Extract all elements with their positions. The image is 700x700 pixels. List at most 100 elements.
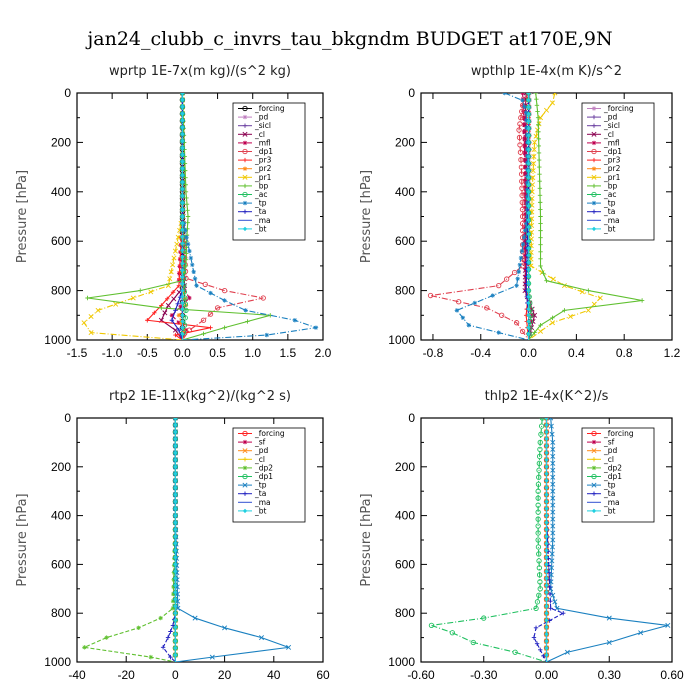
series-point-bt xyxy=(526,331,531,337)
series-point-pr1 xyxy=(88,330,94,336)
series-point-dp1 xyxy=(535,481,542,487)
series-point-pr1 xyxy=(567,314,573,320)
series-point-dp2 xyxy=(171,591,176,597)
series-group xyxy=(428,418,671,662)
series-point-bt xyxy=(526,319,531,324)
series-point-dp1 xyxy=(536,551,542,557)
legend-label: _dp1 xyxy=(254,147,273,156)
legend-marker xyxy=(591,473,597,480)
series-point-dp1 xyxy=(518,171,525,177)
series-point-bt xyxy=(180,159,185,164)
series-point-dp1 xyxy=(427,292,434,299)
panel-title: thlp2 1E-4x(K^2)/s xyxy=(485,389,609,404)
series-point-tp xyxy=(550,516,556,522)
series-point-mfl xyxy=(522,150,527,156)
legend-marker xyxy=(591,183,597,189)
legend-label: _bt xyxy=(603,506,616,515)
chart-panel-4: thlp2 1E-4x(K^2)/s 0 200 400 600 800 1000-0.60… xyxy=(359,389,684,682)
series-point-bt xyxy=(180,111,185,116)
legend-label: _ac xyxy=(603,190,616,199)
legend-marker xyxy=(242,209,248,214)
series-point-dp1 xyxy=(496,283,502,289)
series-point-bp xyxy=(183,182,188,187)
legend-marker xyxy=(591,457,597,462)
series-point-bp xyxy=(184,201,190,207)
series-point-bt xyxy=(180,306,185,312)
legend-label: _pr2 xyxy=(254,164,272,173)
y-tick-label: 800 xyxy=(51,606,71,620)
series-point-bt xyxy=(173,429,178,435)
series-point-pr1 xyxy=(579,289,585,295)
series-point-bp xyxy=(535,115,541,120)
legend-marker xyxy=(242,226,248,232)
series-point-tp xyxy=(550,467,556,473)
series-point-tp xyxy=(525,207,530,212)
series-point-bt xyxy=(526,260,531,265)
series-point-bp xyxy=(184,245,189,250)
series-point-mfl xyxy=(522,218,528,224)
series-point-bp xyxy=(538,242,543,247)
series-point-bt xyxy=(526,133,531,138)
series-point-ta xyxy=(165,635,171,640)
y-tick-label: 800 xyxy=(51,284,71,298)
legend-label: _mfl xyxy=(603,138,620,147)
series-point-bt xyxy=(180,247,185,253)
series-point-tp xyxy=(502,93,507,96)
series-point-bp xyxy=(536,150,542,156)
legend: _forcing_pd_sicl_cl_mfl_dp1_pr3_pr2_pr1_… xyxy=(581,102,655,241)
series-point-mfl xyxy=(522,225,528,230)
legend-label: _forcing xyxy=(603,429,634,438)
legend-label: _bp xyxy=(603,181,618,190)
legend-label: _pr3 xyxy=(603,156,621,165)
series-point-pr1 xyxy=(538,115,544,121)
series-point-bt xyxy=(173,485,178,490)
series-point-tp xyxy=(525,200,530,206)
series-point-ta xyxy=(561,611,566,616)
series-point-bt xyxy=(173,583,178,588)
series-point-pr1 xyxy=(531,153,537,160)
series-point-bt xyxy=(173,513,178,518)
series-point-ta xyxy=(548,598,553,604)
series-point-dp1 xyxy=(535,530,541,536)
legend-marker xyxy=(242,465,248,471)
legend-label: _mfl xyxy=(254,138,271,147)
series-point-bt xyxy=(544,638,549,644)
series-point-mfl xyxy=(522,239,528,244)
series-point-bt xyxy=(544,583,549,588)
series-point-bt xyxy=(173,638,178,644)
series-point-tp xyxy=(313,325,319,330)
series-point-mfl xyxy=(522,157,528,163)
series-point-bt xyxy=(526,161,531,166)
series-point-tp xyxy=(466,322,472,328)
x-tick-label: 0.0 xyxy=(174,346,191,360)
legend-label: _tp xyxy=(254,199,267,208)
series-point-pr1 xyxy=(174,241,180,247)
legend-marker xyxy=(242,166,248,171)
legend-label: _dp1 xyxy=(254,472,273,481)
legend-label: _sf xyxy=(254,438,266,447)
legend-label: _cl xyxy=(603,455,614,464)
legend-label: _dp2 xyxy=(603,463,622,472)
series-point-dp1 xyxy=(518,164,525,170)
series-point-bp xyxy=(184,195,189,201)
legend-marker xyxy=(242,473,248,480)
legend-label: _ma xyxy=(603,216,620,225)
series-point-bt xyxy=(544,429,549,435)
series-point-ta xyxy=(169,318,175,323)
x-tick-label: 1.2 xyxy=(664,346,681,360)
series-point-pr1 xyxy=(533,133,539,139)
series-point-pr1 xyxy=(528,249,534,255)
series-point-dp1 xyxy=(535,488,541,494)
series-point-dp1 xyxy=(518,115,524,121)
series-point-bt xyxy=(180,193,185,199)
series-point-tp xyxy=(550,446,556,452)
series-point-ta xyxy=(547,584,552,590)
series-point-bt xyxy=(544,548,549,553)
y-tick-label: 600 xyxy=(51,234,71,248)
y-tick-label: 600 xyxy=(395,557,415,571)
series-point-pr2 xyxy=(181,290,186,295)
series-point-dp1 xyxy=(516,134,523,141)
series-point-bt xyxy=(526,182,531,187)
series-point-tp xyxy=(525,167,530,172)
x-tick-label: 0.60 xyxy=(660,668,684,682)
